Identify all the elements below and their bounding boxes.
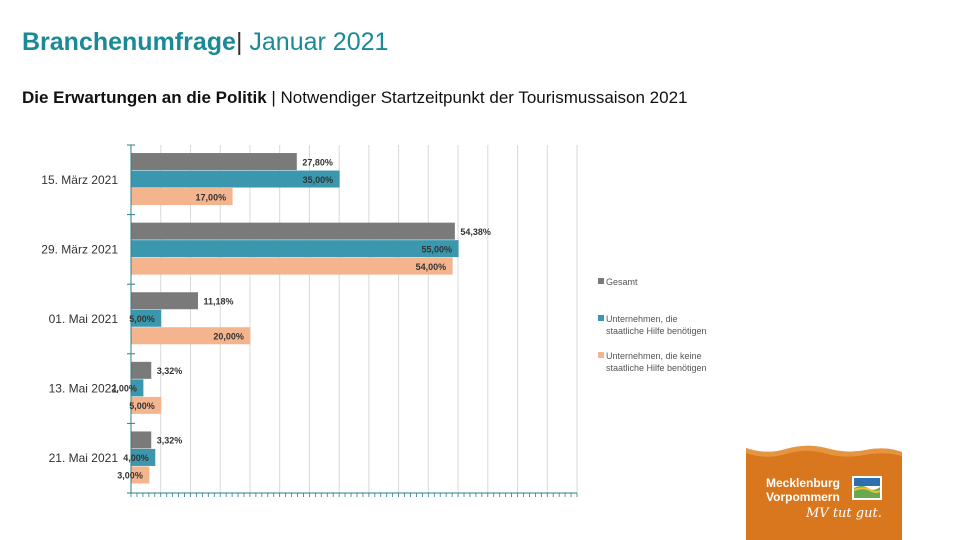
page-title: Branchenumfrage| Januar 2021 — [22, 28, 388, 57]
data-label: 55,00% — [422, 244, 453, 254]
data-label: 17,00% — [196, 192, 227, 202]
bar — [131, 309, 162, 327]
data-label: 2,00% — [111, 384, 137, 394]
category-label: 21. Mai 2021 — [49, 451, 119, 465]
legend-swatch — [598, 315, 604, 321]
data-label: 11,18% — [203, 297, 233, 307]
data-label: 4,00% — [123, 453, 149, 463]
bar — [131, 361, 152, 379]
logo-emblem-icon — [852, 476, 882, 500]
logo-text-line1: Mecklenburg — [766, 476, 841, 490]
logo-text-line2: Vorpommern — [766, 490, 840, 504]
data-label: 3,32% — [157, 366, 183, 376]
data-label: 5,00% — [129, 401, 155, 411]
logo-wave-shape — [746, 440, 902, 457]
data-label: 54,38% — [460, 227, 491, 237]
title-main: Branchenumfrage — [22, 28, 236, 56]
legend-label: Unternehmen, die staatliche Hilfe benöti… — [606, 314, 707, 336]
bar — [131, 379, 144, 397]
legend-label: Gesamt — [606, 277, 638, 287]
data-label: 3,00% — [117, 471, 143, 481]
bar — [131, 396, 162, 414]
data-label: 35,00% — [303, 175, 334, 185]
bar — [131, 292, 198, 310]
category-label: 15. März 2021 — [41, 173, 118, 187]
category-label: 13. Mai 2021 — [49, 382, 119, 396]
bar — [131, 431, 152, 449]
chart-subtitle: Die Erwartungen an die Politik | Notwend… — [22, 88, 688, 108]
data-label: 3,32% — [157, 436, 183, 446]
mv-logo: Mecklenburg Vorpommern MV tut gut. — [746, 440, 902, 540]
legend-swatch — [598, 278, 604, 284]
logo-slogan: MV tut gut. — [806, 506, 882, 521]
category-label: 29. März 2021 — [41, 242, 118, 256]
bar — [131, 257, 453, 275]
legend-label: Unternehmen, die keine staatliche Hilfe … — [606, 351, 707, 373]
legend-swatch — [598, 352, 604, 358]
subtitle-detail: | Notwendiger Startzeitpunkt der Tourism… — [266, 88, 688, 107]
bar — [131, 170, 340, 188]
title-separator: | — [235, 28, 243, 56]
bar — [131, 153, 297, 171]
bar — [131, 222, 455, 240]
data-label: 20,00% — [213, 332, 244, 342]
bar — [131, 466, 150, 484]
data-label: 5,00% — [129, 314, 155, 324]
bar — [131, 188, 233, 206]
category-label: 01. Mai 2021 — [49, 312, 119, 326]
bar — [131, 327, 251, 345]
data-label: 54,00% — [416, 262, 447, 272]
title-date: Januar 2021 — [242, 28, 389, 56]
data-label: 27,80% — [302, 157, 333, 167]
bar — [131, 448, 156, 466]
subtitle-main: Die Erwartungen an die Politik — [22, 88, 267, 107]
bar — [131, 240, 459, 258]
